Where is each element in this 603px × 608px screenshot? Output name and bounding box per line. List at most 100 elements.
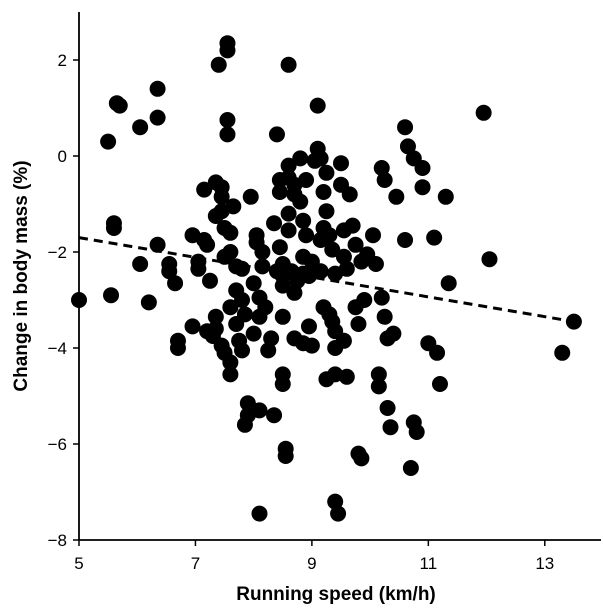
data-point <box>254 258 271 275</box>
data-point <box>219 126 236 143</box>
data-point <box>210 56 227 73</box>
data-point <box>475 104 492 121</box>
data-point <box>251 505 268 522</box>
data-point <box>207 308 224 325</box>
data-point <box>280 222 297 239</box>
data-point <box>365 227 382 244</box>
data-point <box>327 493 344 510</box>
data-point <box>414 179 431 196</box>
data-point <box>274 376 291 392</box>
data-point <box>373 160 390 176</box>
data-point <box>222 244 239 260</box>
data-point <box>388 188 405 205</box>
data-point <box>100 133 117 150</box>
data-point <box>71 292 87 308</box>
data-point <box>280 157 297 174</box>
data-point <box>382 419 399 436</box>
data-point <box>379 400 396 416</box>
data-point <box>149 109 166 126</box>
data-point <box>219 35 236 52</box>
data-point <box>274 308 291 325</box>
data-point <box>271 239 288 256</box>
x-tick-label: 7 <box>191 554 200 573</box>
data-point <box>149 80 166 97</box>
data-point <box>426 229 443 246</box>
data-point <box>338 260 355 277</box>
x-axis-title: Running speed (km/h) <box>236 584 436 605</box>
data-point <box>429 344 446 361</box>
data-point <box>105 220 122 236</box>
data-point <box>222 354 239 371</box>
x-tick-label: 13 <box>535 554 554 573</box>
y-axis-ticks: 2 0 −2 −4 −6 −8 <box>48 51 79 550</box>
data-point <box>280 205 297 222</box>
data-point <box>266 215 283 232</box>
data-point <box>309 97 326 114</box>
data-point <box>312 263 329 280</box>
data-point <box>408 424 425 440</box>
data-point <box>222 366 239 383</box>
data-point <box>350 316 367 332</box>
data-point <box>344 217 361 234</box>
data-point <box>431 376 448 392</box>
axes <box>78 12 601 541</box>
data-point <box>286 284 303 301</box>
data-point <box>225 198 242 215</box>
data-point <box>312 150 329 167</box>
data-point <box>335 332 352 349</box>
data-point <box>370 366 387 383</box>
data-point <box>184 318 201 335</box>
data-point <box>341 186 358 203</box>
data-point <box>298 227 315 244</box>
data-point <box>268 126 285 143</box>
data-point <box>140 294 157 311</box>
data-point <box>161 263 178 280</box>
data-point <box>385 325 402 342</box>
data-point <box>242 188 259 205</box>
data-point <box>292 150 309 167</box>
x-tick-label: 11 <box>420 554 438 573</box>
data-point <box>367 256 384 272</box>
data-point <box>440 275 457 292</box>
data-point <box>236 306 253 323</box>
data-point <box>257 299 274 316</box>
data-point <box>347 236 364 253</box>
data-point <box>239 395 256 412</box>
data-point <box>397 232 414 248</box>
x-axis-ticks: 5 7 9 11 13 <box>74 540 554 573</box>
data-point <box>373 289 390 306</box>
data-point <box>481 251 498 268</box>
y-tick-label: −8 <box>48 531 67 550</box>
data-point <box>251 402 268 419</box>
y-tick-label: −6 <box>48 435 67 454</box>
data-point <box>397 119 414 136</box>
data-point <box>376 308 393 325</box>
data-point <box>303 337 320 354</box>
data-point <box>335 248 352 265</box>
data-point <box>414 160 431 176</box>
data-point <box>321 227 338 244</box>
data-point <box>132 119 149 136</box>
y-tick-label: −2 <box>48 243 67 262</box>
data-point <box>300 318 317 335</box>
data-point <box>213 188 230 205</box>
x-tick-label: 9 <box>307 554 316 573</box>
data-point <box>111 97 128 114</box>
data-points <box>71 35 582 522</box>
data-point <box>318 164 335 181</box>
data-point <box>196 181 213 198</box>
data-point <box>132 256 149 272</box>
data-point <box>292 193 309 210</box>
data-point <box>219 112 236 128</box>
data-point <box>318 203 335 220</box>
data-point <box>222 299 239 316</box>
data-point <box>271 184 288 200</box>
data-point <box>370 378 387 395</box>
data-point <box>277 448 294 464</box>
trendline <box>78 236 575 324</box>
x-tick-label: 5 <box>74 554 83 573</box>
data-point <box>263 330 280 347</box>
data-point <box>295 212 312 229</box>
